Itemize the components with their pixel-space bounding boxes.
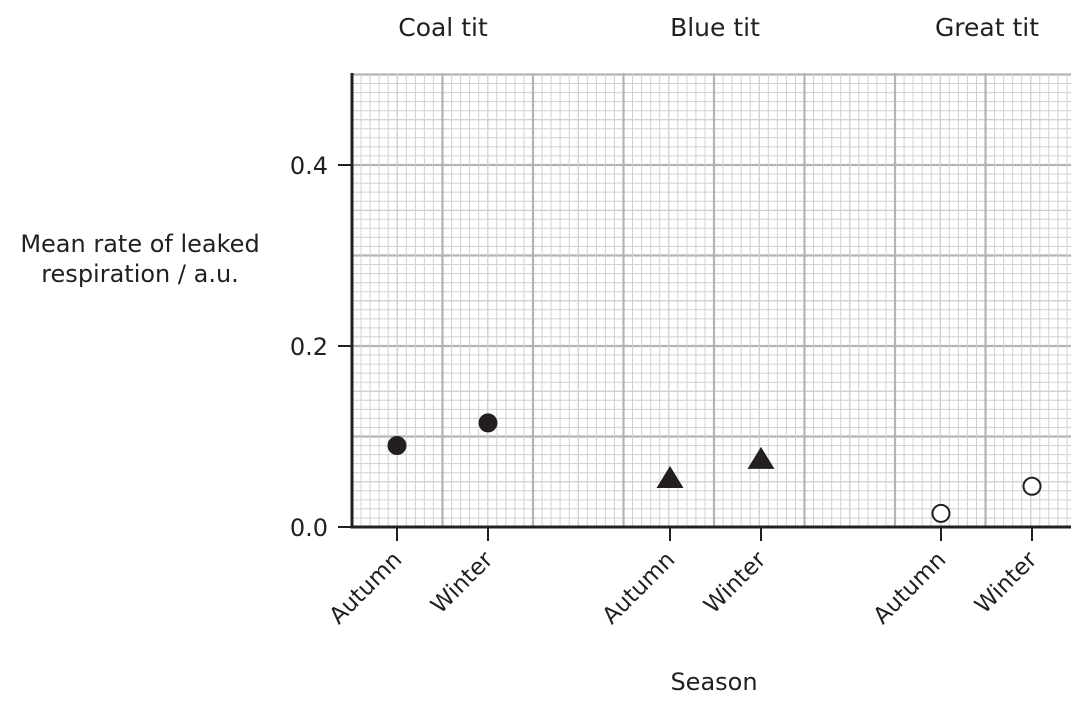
data-point-open-circle	[1022, 476, 1042, 496]
graph-paper-grid	[350, 73, 1071, 529]
data-points	[387, 413, 1042, 523]
x-axis-ticks: Autumn Winter Autumn Winter Autumn Winter	[325, 527, 1043, 630]
x-tick-label: Winter	[426, 546, 498, 618]
y-axis-title-line-2: respiration / a.u.	[41, 260, 239, 288]
data-point-filled-circle	[478, 413, 498, 433]
data-point-open-circle	[931, 503, 951, 523]
y-tick-label: 0.2	[290, 333, 328, 361]
x-tick-label: Autumn	[598, 547, 681, 630]
x-tick-label: Autumn	[325, 547, 408, 630]
x-tick-label: Autumn	[869, 547, 952, 630]
species-headers: Coal tit Blue tit Great tit	[398, 13, 1039, 42]
data-point-filled-triangle	[656, 465, 684, 488]
species-header: Coal tit	[398, 13, 488, 42]
y-axis-title-line-1: Mean rate of leaked	[20, 230, 259, 258]
data-point-filled-circle	[387, 436, 407, 456]
species-header: Blue tit	[670, 13, 760, 42]
x-axis-title: Season	[670, 668, 757, 696]
y-tick-label: 0.0	[290, 514, 328, 542]
species-header: Great tit	[935, 13, 1039, 42]
x-tick-label: Winter	[970, 546, 1042, 618]
axes	[350, 73, 1071, 529]
data-point-filled-triangle	[747, 446, 775, 469]
y-axis-ticks: 0.0 0.2 0.4	[290, 152, 352, 542]
x-tick-label: Winter	[699, 546, 771, 618]
y-tick-label: 0.4	[290, 152, 328, 180]
